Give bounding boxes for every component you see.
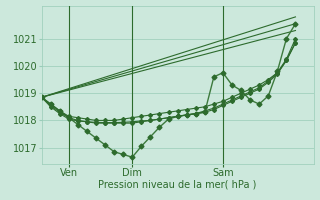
X-axis label: Pression niveau de la mer( hPa ): Pression niveau de la mer( hPa ): [99, 180, 257, 190]
